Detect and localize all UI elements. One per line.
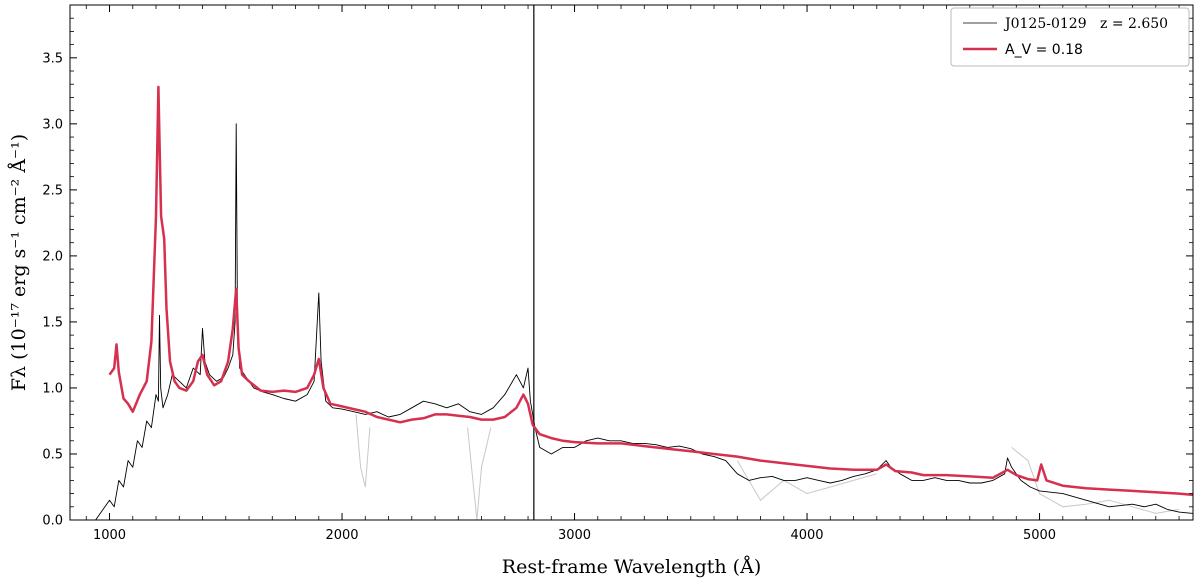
y-tick-label: 3.5 (42, 51, 63, 66)
series-model-line (108, 85, 1193, 497)
legend-box (950, 7, 1190, 67)
legend: J0125-0129 z = 2.650 A_V = 0.18 (950, 7, 1190, 67)
x-tick-label: 5000 (1023, 528, 1056, 543)
masked-region-1 (467, 427, 492, 520)
axes: 1000 2000 3000 4000 5000 0.0 0.5 1.0 1.5 2.0 2.5 3.… (42, 4, 1194, 543)
y-tick-label: 2.0 (42, 249, 63, 264)
y-tick-label: 0.5 (42, 447, 63, 462)
x-tick-label: 4000 (790, 528, 823, 543)
y-axis-label: Fλ (10⁻¹⁷ erg s⁻¹ cm⁻² Å⁻¹) (8, 134, 30, 391)
masked-region-2 (736, 460, 877, 501)
masked-region-3 (1011, 447, 1180, 514)
x-tick-label: 2000 (325, 528, 358, 543)
y-tick-label: 2.5 (42, 183, 63, 198)
y-tick-label: 0.0 (42, 514, 63, 529)
plot-frame (69, 4, 1194, 521)
legend-label-object: J0125-0129 (1003, 16, 1087, 32)
legend-label-model: A_V = 0.18 (1005, 42, 1083, 58)
y-tick-label: 1.5 (42, 315, 63, 330)
plot-area (95, 5, 1193, 520)
masked-region-0 (355, 414, 371, 488)
y-tick-label: 1.0 (42, 381, 63, 396)
x-axis-label: Rest-frame Wavelength (Å) (502, 556, 761, 578)
y-tick-label: 3.0 (42, 117, 63, 132)
series-spectrum-line (95, 123, 1193, 520)
x-tick-label: 1000 (93, 528, 126, 543)
legend-label-redshift: z = 2.650 (1100, 16, 1168, 32)
x-tick-label: 3000 (558, 528, 591, 543)
